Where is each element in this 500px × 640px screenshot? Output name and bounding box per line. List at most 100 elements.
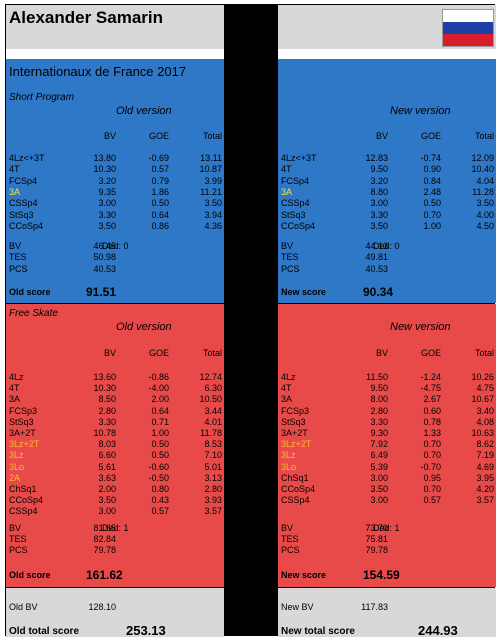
element-name: FCSp3	[9, 405, 38, 416]
element-bv: 6.49	[370, 450, 388, 461]
element-total: 3.94	[204, 209, 222, 220]
element-row: 3A+2T 9.30 1.33 10.63	[278, 428, 496, 438]
element-row: CSSp4 3.00 0.50 3.50	[278, 198, 496, 208]
element-total: 4.01	[204, 416, 222, 427]
element-row: StSq3 3.30 0.71 4.01	[6, 417, 224, 427]
element-bv: 3.20	[370, 175, 388, 186]
element-goe: 0.78	[423, 416, 441, 427]
element-name: 3Lz+2T	[9, 439, 40, 450]
new-bv-row: New BV 117.83	[278, 602, 496, 612]
element-total: 8.62	[476, 439, 494, 450]
bv-sum-value: 81.65	[93, 523, 116, 533]
deduction: Ded: 0	[373, 241, 400, 251]
element-bv: 2.00	[98, 484, 116, 494]
element-row: CSSp4 3.00 0.57 3.57	[6, 506, 224, 516]
element-row: CCoSp4 3.50 1.00 4.50	[278, 221, 496, 231]
element-name: 2A	[9, 472, 21, 483]
element-name: 4Lz	[281, 372, 296, 382]
tes-label: TES	[281, 534, 299, 545]
old-version-label: Old version	[116, 321, 172, 333]
element-name: 3Lz+2T	[281, 439, 312, 450]
bv-sum-row: BV 81.65 Ded: 1	[6, 523, 224, 533]
element-goe: 2.48	[423, 186, 441, 197]
element-goe: -4.75	[420, 383, 441, 394]
element-row: 3A+2T 10.78 1.00 11.78	[6, 428, 224, 438]
pcs-value: 79.78	[93, 545, 116, 556]
goe-header: GOE	[420, 131, 441, 141]
element-bv: 11.50	[366, 372, 388, 382]
deduction-label: Ded:	[373, 523, 393, 533]
goe-header: GOE	[148, 348, 169, 358]
element-row: 3Lz 6.60 0.50 7.10	[6, 450, 224, 460]
column-headers: BV GOE Total	[6, 348, 224, 358]
bv-header: BV	[103, 131, 116, 141]
element-name: 3A+2T	[281, 428, 308, 438]
element-bv: 10.30	[93, 164, 116, 175]
deduction-label: Ded:	[102, 241, 122, 251]
pcs-label: PCS	[281, 263, 300, 274]
element-row: 3Lz 6.49 0.70 7.19	[278, 450, 496, 460]
element-goe: 0.50	[151, 439, 169, 450]
element-name: CCoSp4	[281, 220, 316, 231]
element-goe: 1.86	[151, 186, 169, 197]
element-goe: -0.50	[148, 472, 169, 483]
pcs-row: PCS 40.53	[6, 264, 224, 274]
element-total: 11.21	[200, 186, 222, 197]
element-total: 10.63	[471, 428, 494, 438]
element-name: CSSp4	[281, 495, 310, 506]
element-row: 4T 10.30 0.57 10.87	[6, 164, 224, 174]
element-goe: 0.64	[151, 405, 169, 416]
header-flag-cell	[278, 5, 496, 49]
total-header: Total	[202, 131, 222, 141]
column-headers: BV GOE Total	[6, 131, 224, 141]
pcs-row: PCS 79.78	[6, 545, 224, 555]
element-name: 3Lo	[9, 461, 25, 472]
bv-sum-label: BV	[9, 523, 22, 533]
element-total: 3.57	[204, 506, 222, 517]
element-name: ChSq1	[9, 484, 37, 494]
element-total: 4.69	[476, 461, 494, 472]
pcs-value: 40.53	[365, 263, 388, 274]
new-score-label: New score	[281, 287, 327, 297]
tes-value: 49.81	[365, 252, 388, 263]
element-row: 4T 9.50 0.90 10.40	[278, 164, 496, 174]
element-bv: 8.00	[370, 394, 388, 405]
segment-score: 90.34	[363, 285, 394, 299]
element-name: CCoSp4	[9, 495, 44, 506]
element-bv: 3.30	[370, 416, 388, 427]
element-bv: 8.80	[370, 186, 388, 197]
old-total-score-value: 253.13	[126, 623, 166, 638]
element-bv: 12.83	[365, 153, 388, 163]
element-total: 7.10	[204, 450, 222, 461]
element-name: FCSp3	[281, 405, 310, 416]
element-total: 3.13	[204, 472, 222, 483]
tes-label: TES	[281, 252, 299, 263]
old-totals-panel: Old BV 128.10 Old total score 253.13	[6, 588, 224, 638]
element-row: 4Lz 11.50 -1.24 10.26	[278, 372, 496, 382]
element-row: 3Lz+2T 8.03 0.50 8.53	[6, 439, 224, 449]
element-name: 3A	[9, 394, 21, 405]
element-row: 3Lz+2T 7.92 0.70 8.62	[278, 439, 496, 449]
element-total: 13.11	[200, 153, 222, 163]
tes-value: 82.84	[93, 534, 116, 545]
element-goe: 0.86	[151, 220, 169, 231]
element-bv: 13.60	[93, 372, 116, 382]
element-bv: 7.92	[370, 439, 388, 450]
bv-sum-value: 73.70	[365, 523, 388, 533]
element-bv: 3.30	[98, 416, 116, 427]
element-goe: 0.57	[151, 506, 169, 517]
deduction-label: Ded:	[102, 523, 122, 533]
element-goe: 0.84	[423, 175, 441, 186]
old-version-label: Old version	[116, 105, 172, 117]
column-headers: BV GOE Total	[278, 348, 496, 358]
element-goe: -0.74	[420, 153, 441, 163]
element-total: 10.26	[471, 372, 494, 382]
element-row: ChSq1 3.00 0.95 3.95	[278, 473, 496, 483]
element-total: 4.08	[476, 416, 494, 427]
element-row: ChSq1 2.00 0.80 2.80	[6, 484, 224, 494]
element-name: FCSp4	[9, 175, 38, 186]
element-total: 3.93	[204, 495, 222, 506]
new-version-label: New version	[390, 321, 451, 333]
element-goe: 2.67	[423, 394, 441, 405]
element-bv: 3.00	[370, 198, 388, 209]
